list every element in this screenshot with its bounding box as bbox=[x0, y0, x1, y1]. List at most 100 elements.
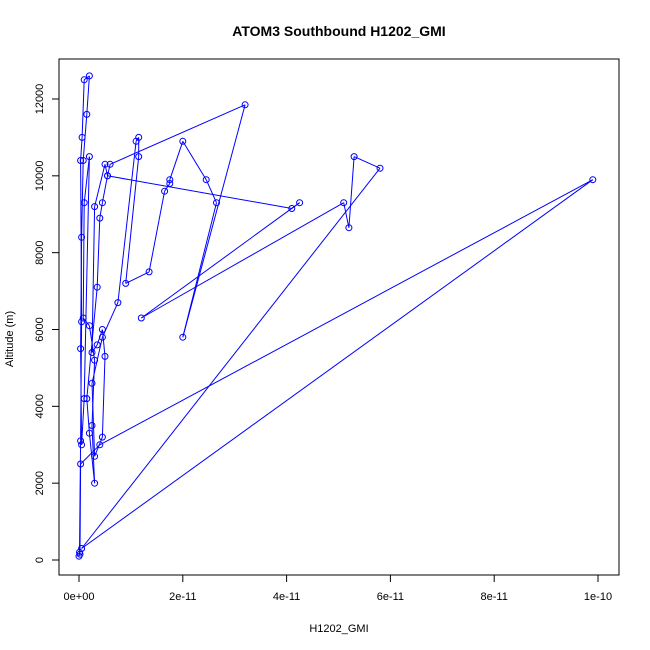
series-line-segment bbox=[80, 137, 83, 161]
series-line-segment bbox=[91, 206, 96, 353]
series-line-segment bbox=[91, 344, 98, 353]
series-line-segment bbox=[107, 164, 111, 176]
data-point bbox=[80, 76, 88, 84]
data-point bbox=[78, 318, 86, 326]
data-point bbox=[589, 176, 597, 184]
y-tick-label: 12000 bbox=[34, 84, 46, 115]
data-point bbox=[376, 164, 384, 172]
series-line-segment bbox=[104, 164, 108, 176]
data-point bbox=[166, 176, 174, 184]
series-line-segment bbox=[80, 348, 83, 445]
data-point bbox=[77, 437, 85, 445]
data-point bbox=[179, 333, 187, 341]
series-line-segment bbox=[164, 183, 171, 192]
data-point bbox=[137, 314, 145, 322]
data-point bbox=[80, 199, 88, 207]
data-point bbox=[79, 314, 87, 322]
series-line-segment bbox=[82, 317, 90, 327]
data-point bbox=[202, 176, 210, 184]
y-tick-label: 2000 bbox=[34, 471, 46, 495]
data-point bbox=[78, 133, 86, 141]
series-line-segment bbox=[81, 398, 85, 445]
data-point bbox=[77, 157, 85, 164]
series-line-segment bbox=[109, 104, 246, 165]
series-line-segment bbox=[91, 360, 96, 426]
series-line-segment bbox=[125, 271, 150, 284]
series-line-segment bbox=[107, 175, 292, 209]
series-line-segment bbox=[182, 104, 246, 338]
series-line-segment bbox=[101, 356, 106, 438]
series-line-segment bbox=[83, 156, 90, 203]
series-line-segment bbox=[343, 202, 350, 228]
series-line-segment bbox=[99, 179, 594, 446]
data-point bbox=[78, 441, 86, 449]
data-point bbox=[93, 283, 101, 291]
data-point bbox=[85, 429, 93, 437]
x-tick-label: 8e-11 bbox=[481, 591, 508, 603]
y-tick-label: 8000 bbox=[34, 240, 46, 264]
data-point bbox=[96, 214, 104, 222]
data-point bbox=[340, 199, 348, 207]
data-point bbox=[241, 101, 249, 109]
data-point bbox=[114, 299, 122, 307]
data-point bbox=[88, 422, 96, 429]
series-line-segment bbox=[81, 167, 381, 549]
data-point bbox=[85, 153, 93, 161]
data-point bbox=[76, 550, 84, 558]
x-tick-label: 1e-10 bbox=[584, 591, 612, 603]
data-point bbox=[98, 333, 106, 341]
data-point bbox=[96, 441, 104, 449]
series-line-segment bbox=[81, 179, 594, 549]
x-tick-label: 2e-11 bbox=[169, 591, 196, 603]
data-point bbox=[91, 452, 99, 460]
series-line-segment bbox=[86, 75, 90, 115]
x-tick-label: 0e+00 bbox=[64, 591, 95, 603]
data-point bbox=[98, 433, 106, 441]
series-line-segment bbox=[79, 463, 82, 555]
data-point bbox=[91, 356, 99, 364]
data-point bbox=[350, 153, 358, 161]
data-point bbox=[85, 322, 93, 330]
data-point bbox=[166, 180, 174, 187]
series-line-segment bbox=[117, 141, 137, 303]
data-point bbox=[296, 199, 304, 207]
data-point bbox=[91, 479, 99, 487]
x-axis-title: H1202_GMI bbox=[309, 623, 368, 635]
data-point bbox=[122, 279, 130, 287]
data-point bbox=[88, 379, 96, 387]
data-point bbox=[80, 395, 88, 403]
series-line-segment bbox=[125, 156, 140, 284]
series-line-segment bbox=[169, 141, 184, 180]
series-line-segment bbox=[141, 202, 300, 319]
series-line-segment bbox=[80, 237, 83, 349]
y-tick-label: 0 bbox=[34, 557, 46, 563]
data-point bbox=[78, 233, 86, 241]
series-line-segment bbox=[96, 218, 101, 288]
data-point bbox=[101, 352, 109, 360]
data-point bbox=[77, 460, 85, 468]
series-line-segment bbox=[348, 156, 355, 228]
data-point bbox=[91, 203, 99, 211]
series-line-segment bbox=[148, 191, 166, 272]
data-point bbox=[179, 137, 187, 145]
y-tick-label: 10000 bbox=[34, 161, 46, 192]
data-point bbox=[104, 172, 111, 180]
series-line-segment bbox=[80, 444, 101, 465]
series-line-segment bbox=[182, 141, 207, 180]
series-line-segment bbox=[82, 202, 85, 319]
data-point bbox=[79, 157, 87, 164]
data-point bbox=[345, 224, 353, 232]
series-line-segment bbox=[86, 398, 90, 434]
data-point bbox=[88, 349, 96, 356]
series-line-segment bbox=[83, 156, 90, 399]
data-point bbox=[213, 199, 220, 207]
data-point bbox=[145, 268, 153, 276]
chart-title: ATOM3 Southbound H1202_GMI bbox=[232, 23, 445, 39]
data-point bbox=[83, 110, 91, 118]
data-point bbox=[85, 72, 93, 80]
y-tick-label: 6000 bbox=[34, 317, 46, 341]
data-point bbox=[98, 326, 106, 333]
